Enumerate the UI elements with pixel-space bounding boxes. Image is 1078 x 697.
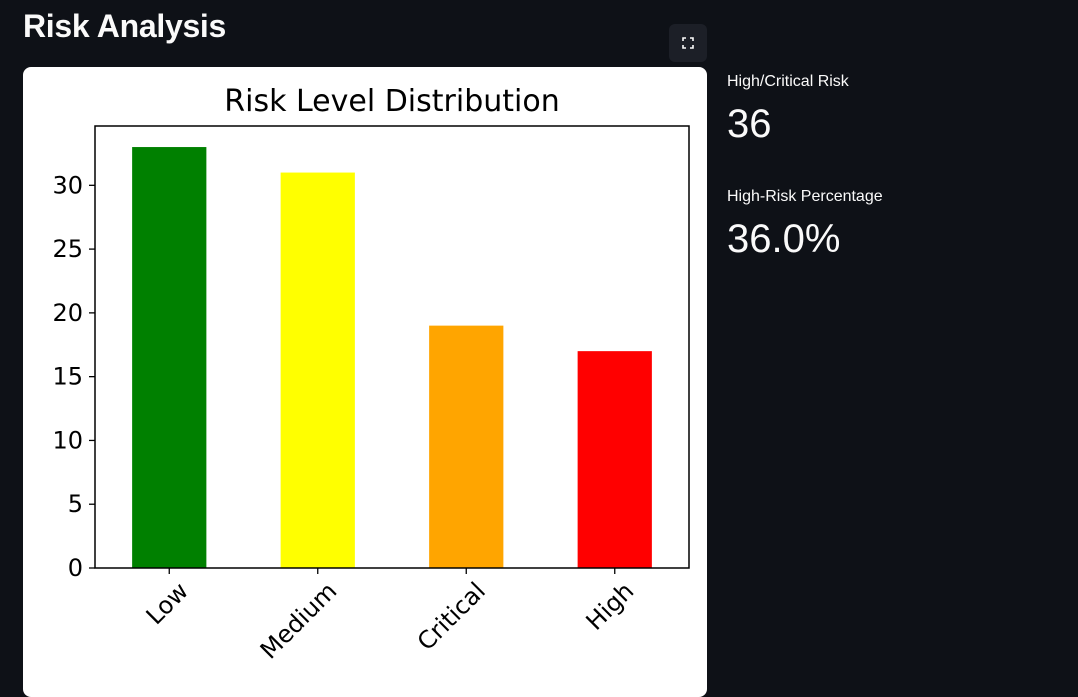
chart-title: Risk Level Distribution (224, 84, 559, 119)
risk-bar-chart: Risk Level Distribution 0 5 10 15 20 25 30 Low… (52, 84, 690, 665)
fullscreen-button[interactable] (669, 24, 707, 62)
bar-low (132, 147, 207, 569)
y-tick-label: 5 (68, 490, 83, 518)
metric-label: High-Risk Percentage (727, 188, 883, 205)
metric-high-critical-risk: High/Critical Risk 36 (727, 72, 849, 148)
chart-card: Risk Level Distribution 0 5 10 15 20 25 30 Low… (23, 67, 707, 697)
metric-label: High/Critical Risk (727, 73, 849, 90)
metric-value: 36 (727, 102, 772, 146)
y-tick-label: 0 (68, 554, 83, 582)
metric-high-risk-percentage: High-Risk Percentage 36.0% (727, 187, 883, 263)
plot-frame (94, 125, 690, 569)
y-tick-label: 30 (52, 171, 83, 199)
bar-critical (429, 325, 504, 568)
x-tick-label: Low (141, 577, 194, 630)
y-tick-label: 25 (52, 235, 83, 263)
x-tick-label: Critical (412, 577, 491, 656)
y-tick-label: 15 (52, 363, 83, 391)
y-tick-label: 20 (52, 299, 83, 327)
y-tick-label: 10 (52, 426, 83, 454)
bar-high (577, 351, 652, 568)
x-tick-label: High (581, 577, 640, 636)
x-tick-label: Medium (255, 577, 343, 665)
metric-value: 36.0% (727, 217, 841, 261)
bar-medium (280, 172, 355, 568)
page-title: Risk Analysis (23, 8, 227, 44)
fullscreen-expand-icon (682, 37, 694, 49)
